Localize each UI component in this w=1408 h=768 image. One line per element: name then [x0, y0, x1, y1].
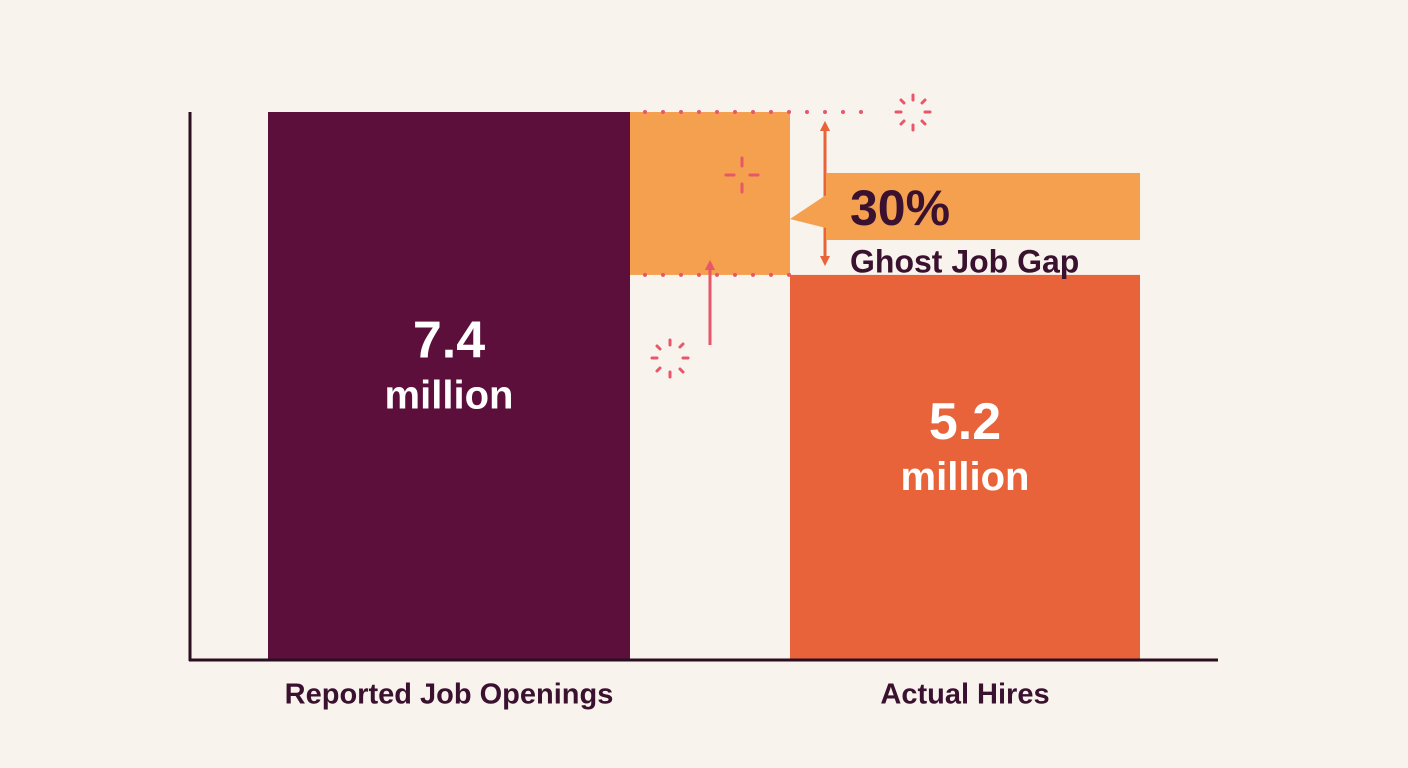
- category-label: Actual Hires: [880, 679, 1049, 711]
- bar: [268, 112, 630, 660]
- value-unit: million: [901, 455, 1030, 499]
- value-unit: million: [385, 374, 514, 418]
- gap-text: Ghost Job Gap: [850, 243, 1079, 279]
- category-label: Reported Job Openings: [285, 679, 614, 711]
- sparkles: [650, 93, 932, 379]
- value-label: 5.2: [929, 393, 1001, 451]
- bar: [790, 274, 1140, 660]
- gap-box: [630, 112, 790, 275]
- marks: [268, 112, 1140, 660]
- value-label: 7.4: [413, 312, 485, 370]
- callout-banner: [790, 173, 1140, 240]
- gap-label: 30%: [850, 180, 950, 236]
